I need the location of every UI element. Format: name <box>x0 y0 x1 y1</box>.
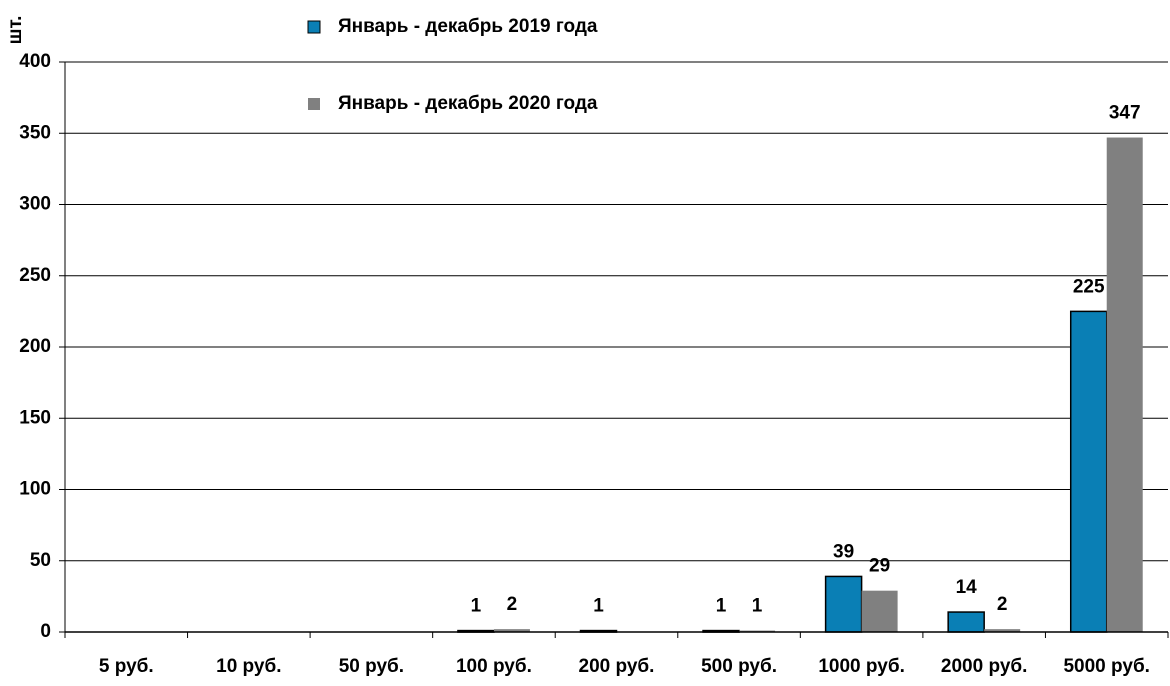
value-label: 1 <box>471 596 482 617</box>
x-tick-label: 5 руб. <box>99 656 154 677</box>
bar <box>947 611 985 633</box>
value-label: 1 <box>593 596 604 617</box>
bar <box>1069 310 1108 633</box>
y-tick-label: 250 <box>19 265 51 286</box>
y-axis-label: шт. <box>5 16 26 45</box>
y-tick-label: 400 <box>19 51 51 72</box>
x-tick-label: 2000 руб. <box>941 656 1027 677</box>
value-label: 1 <box>716 596 727 617</box>
bar <box>1106 137 1143 632</box>
value-label: 14 <box>956 577 978 598</box>
x-tick-label: 10 руб. <box>216 656 281 677</box>
y-tick-label: 150 <box>19 407 51 428</box>
x-tick-label: 50 руб. <box>339 656 404 677</box>
x-tick-label: 200 руб. <box>579 656 655 677</box>
value-label: 347 <box>1109 103 1141 124</box>
legend-marker <box>307 20 321 34</box>
legend-label: Январь - декабрь 2020 года <box>338 93 598 114</box>
bar <box>824 575 863 633</box>
value-label: 1 <box>752 596 763 617</box>
y-tick-label: 200 <box>19 336 51 357</box>
bar <box>984 629 1021 632</box>
x-tick-label: 100 руб. <box>456 656 532 677</box>
value-label: 225 <box>1073 276 1105 297</box>
legend-marker <box>308 98 320 110</box>
bar <box>861 590 898 632</box>
bar <box>493 629 530 632</box>
y-tick-label: 300 <box>19 194 51 215</box>
y-tick-label: 350 <box>19 122 51 143</box>
y-tick-label: 0 <box>40 621 51 642</box>
x-tick-label: 5000 руб. <box>1063 656 1149 677</box>
value-label: 2 <box>507 594 518 615</box>
y-tick-label: 50 <box>30 550 51 571</box>
y-tick-label: 100 <box>19 479 51 500</box>
x-tick-label: 1000 руб. <box>818 656 904 677</box>
value-label: 39 <box>833 541 854 562</box>
value-label: 29 <box>869 556 890 577</box>
x-tick-label: 500 руб. <box>701 656 777 677</box>
legend-label: Январь - декабрь 2019 года <box>338 16 598 37</box>
value-label: 2 <box>997 594 1008 615</box>
